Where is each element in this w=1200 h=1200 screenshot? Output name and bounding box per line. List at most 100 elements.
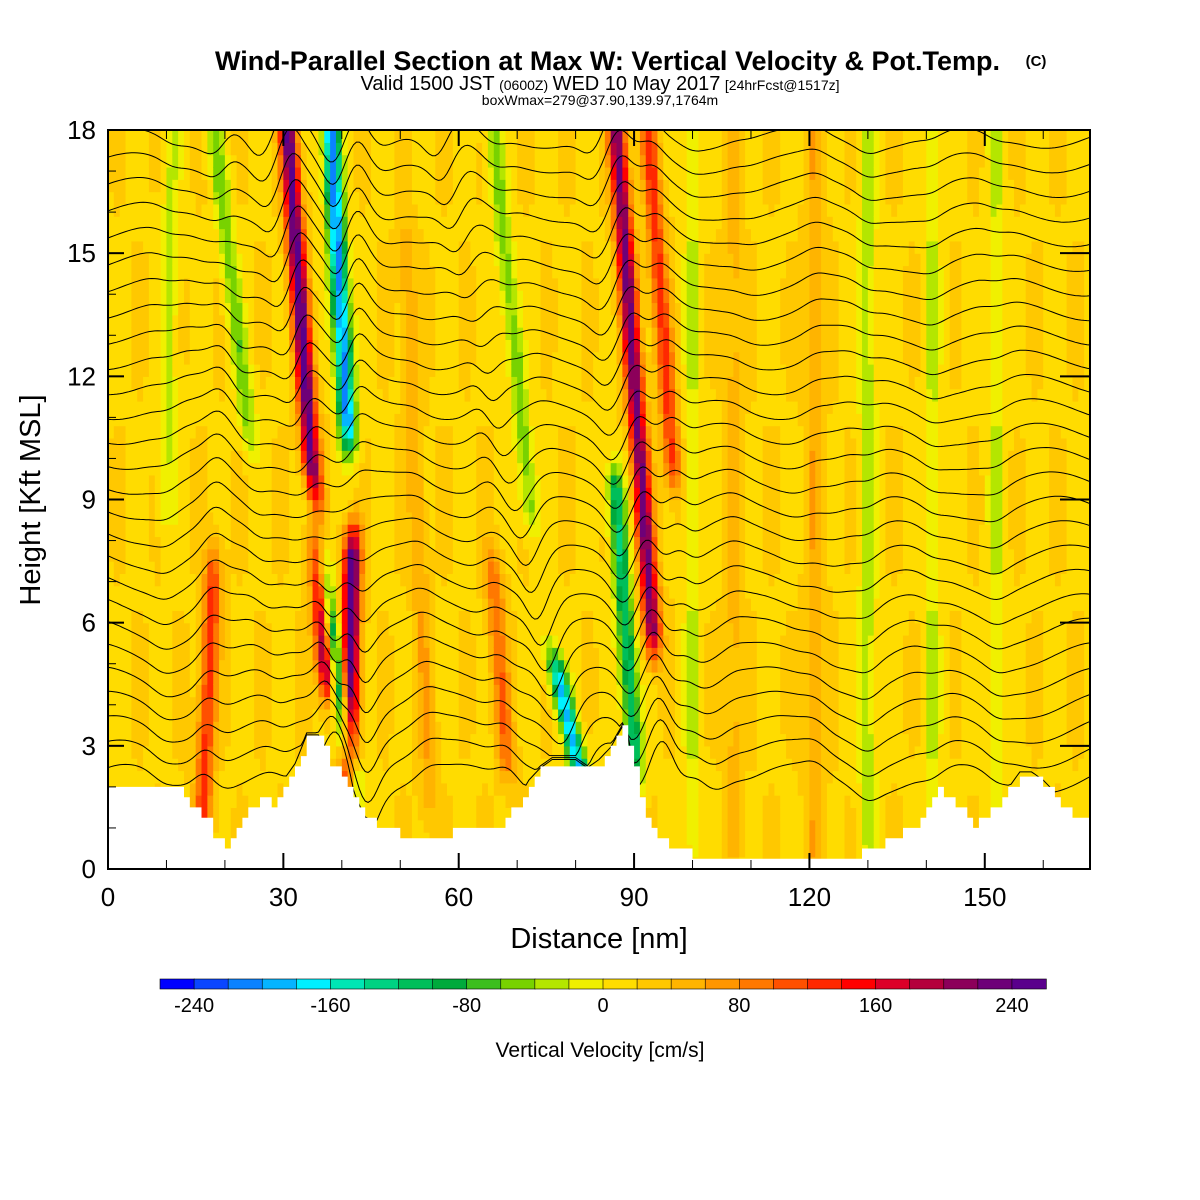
velocity-cell	[259, 253, 267, 267]
velocity-cell	[113, 499, 121, 513]
velocity-cell	[259, 770, 267, 784]
velocity-cell	[563, 400, 571, 414]
velocity-cell	[376, 782, 384, 796]
velocity-cell	[341, 598, 349, 611]
velocity-cell	[300, 536, 308, 550]
velocity-cell	[482, 733, 489, 747]
velocity-cell	[511, 622, 518, 636]
velocity-cell	[113, 474, 121, 488]
velocity-cell	[353, 647, 360, 661]
velocity-cell	[207, 142, 214, 156]
velocity-cell	[166, 277, 173, 291]
velocity-cell	[517, 745, 524, 759]
velocity-cell	[312, 561, 320, 574]
velocity-cell	[587, 450, 594, 464]
velocity-cell	[213, 240, 220, 254]
velocity-cell	[464, 240, 472, 254]
velocity-cell	[160, 708, 168, 722]
velocity-cell	[464, 585, 472, 599]
velocity-cell	[353, 216, 360, 230]
velocity-cell	[207, 277, 214, 291]
velocity-cell	[347, 745, 355, 759]
velocity-cell	[335, 634, 343, 648]
velocity-cell	[248, 696, 255, 710]
velocity-cell	[289, 499, 296, 513]
velocity-cell	[365, 339, 372, 353]
velocity-cell	[546, 598, 553, 611]
velocity-cell	[289, 462, 296, 476]
velocity-cell	[429, 622, 436, 636]
velocity-cell	[166, 647, 173, 661]
velocity-cell	[470, 339, 477, 353]
velocity-cell	[271, 265, 279, 279]
velocity-cell	[189, 770, 197, 784]
velocity-cell	[119, 450, 127, 464]
velocity-cell	[476, 573, 483, 587]
velocity-cell	[365, 770, 372, 784]
velocity-cell	[429, 388, 436, 402]
velocity-cell	[189, 277, 197, 291]
velocity-cell	[183, 671, 191, 685]
velocity-cell	[452, 400, 460, 414]
velocity-cell	[265, 671, 273, 685]
velocity-cell	[230, 290, 238, 304]
velocity-cell	[563, 536, 571, 550]
velocity-cell	[505, 782, 512, 796]
velocity-cell	[558, 351, 565, 365]
velocity-cell	[371, 462, 378, 476]
velocity-cell	[219, 671, 226, 685]
velocity-cell	[125, 191, 132, 205]
velocity-cell	[569, 474, 577, 488]
velocity-cell	[160, 290, 168, 304]
velocity-cell	[108, 364, 115, 377]
velocity-cell	[563, 499, 571, 513]
velocity-cell	[546, 450, 553, 464]
velocity-cell	[108, 462, 115, 476]
velocity-cell	[528, 462, 536, 476]
velocity-cell	[482, 536, 489, 550]
velocity-cell	[254, 290, 261, 304]
velocity-cell	[359, 290, 366, 304]
velocity-cell	[540, 130, 547, 143]
velocity-cell	[429, 228, 436, 242]
velocity-cell	[406, 179, 413, 193]
velocity-cell	[423, 795, 431, 809]
velocity-cell	[335, 142, 343, 156]
velocity-cell	[569, 499, 577, 513]
velocity-cell	[523, 684, 530, 698]
velocity-cell	[575, 622, 583, 636]
velocity-cell	[493, 659, 501, 673]
velocity-cell	[271, 499, 279, 513]
velocity-cell	[143, 314, 150, 328]
velocity-cell	[575, 265, 583, 279]
velocity-cell	[534, 622, 542, 636]
velocity-cell	[183, 548, 191, 562]
velocity-cell	[452, 376, 460, 390]
velocity-cell	[236, 154, 244, 168]
velocity-cell	[324, 290, 331, 304]
velocity-cell	[201, 733, 208, 747]
velocity-cell	[189, 339, 197, 353]
velocity-cell	[166, 290, 173, 304]
velocity-cell	[230, 277, 238, 291]
velocity-cell	[330, 130, 337, 143]
velocity-cell	[353, 413, 360, 427]
velocity-cell	[131, 425, 138, 439]
velocity-cell	[371, 351, 378, 365]
velocity-cell	[587, 462, 594, 476]
velocity-cell	[154, 228, 162, 242]
velocity-cell	[493, 166, 501, 180]
velocity-cell	[452, 179, 460, 193]
velocity-cell	[482, 253, 489, 267]
velocity-cell	[365, 265, 372, 279]
velocity-cell	[417, 191, 425, 205]
velocity-cell	[224, 314, 232, 328]
velocity-cell	[230, 437, 238, 451]
velocity-cell	[219, 634, 226, 648]
velocity-cell	[143, 339, 150, 353]
velocity-cell	[195, 684, 203, 698]
velocity-cell	[201, 696, 208, 710]
velocity-cell	[318, 671, 325, 685]
velocity-cell	[476, 462, 483, 476]
velocity-cell	[289, 339, 296, 353]
